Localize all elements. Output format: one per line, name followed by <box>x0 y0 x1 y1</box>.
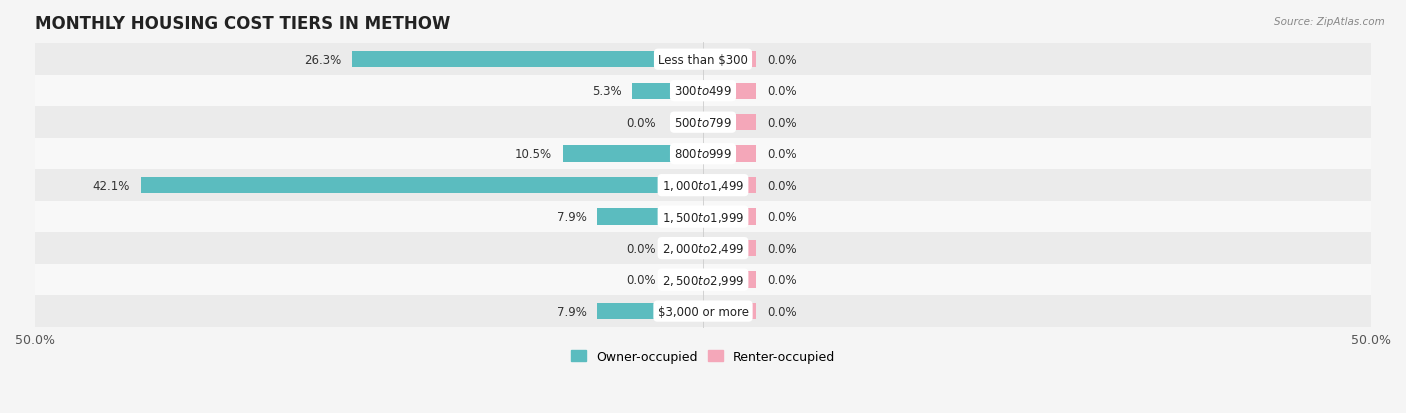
Bar <box>633 83 703 100</box>
Bar <box>35 107 1371 139</box>
Text: 0.0%: 0.0% <box>768 116 797 129</box>
Text: $2,500 to $2,999: $2,500 to $2,999 <box>662 273 744 287</box>
Bar <box>669 272 703 288</box>
Bar <box>35 76 1371 107</box>
Text: $1,500 to $1,999: $1,500 to $1,999 <box>662 210 744 224</box>
Text: 26.3%: 26.3% <box>304 54 340 66</box>
Bar <box>35 202 1371 233</box>
Text: 0.0%: 0.0% <box>768 273 797 286</box>
Text: 0.0%: 0.0% <box>768 54 797 66</box>
Text: 0.0%: 0.0% <box>627 242 657 255</box>
Text: 10.5%: 10.5% <box>515 148 553 161</box>
Text: 7.9%: 7.9% <box>557 305 586 318</box>
Bar <box>35 170 1371 202</box>
Bar <box>598 209 703 225</box>
Bar <box>703 146 756 162</box>
Text: $1,000 to $1,499: $1,000 to $1,499 <box>662 179 744 193</box>
Legend: Owner-occupied, Renter-occupied: Owner-occupied, Renter-occupied <box>567 345 839 368</box>
Bar <box>703 52 756 68</box>
Text: MONTHLY HOUSING COST TIERS IN METHOW: MONTHLY HOUSING COST TIERS IN METHOW <box>35 15 450 33</box>
Text: 0.0%: 0.0% <box>768 242 797 255</box>
Text: $3,000 or more: $3,000 or more <box>658 305 748 318</box>
Bar <box>35 233 1371 264</box>
Bar <box>703 209 756 225</box>
Text: $500 to $799: $500 to $799 <box>673 116 733 129</box>
Bar <box>703 178 756 194</box>
Text: 42.1%: 42.1% <box>93 179 129 192</box>
Bar <box>35 296 1371 327</box>
Text: 0.0%: 0.0% <box>768 179 797 192</box>
Text: 5.3%: 5.3% <box>592 85 621 98</box>
Bar <box>141 178 703 194</box>
Text: 0.0%: 0.0% <box>768 211 797 223</box>
Bar <box>703 272 756 288</box>
Text: 0.0%: 0.0% <box>627 116 657 129</box>
Bar <box>669 240 703 257</box>
Bar <box>562 146 703 162</box>
Bar <box>35 139 1371 170</box>
Text: $2,000 to $2,499: $2,000 to $2,499 <box>662 242 744 256</box>
Bar <box>703 83 756 100</box>
Text: 0.0%: 0.0% <box>768 85 797 98</box>
Text: Source: ZipAtlas.com: Source: ZipAtlas.com <box>1274 17 1385 26</box>
Bar <box>703 115 756 131</box>
Text: $300 to $499: $300 to $499 <box>673 85 733 98</box>
Text: 7.9%: 7.9% <box>557 211 586 223</box>
Text: 0.0%: 0.0% <box>627 273 657 286</box>
Bar <box>352 52 703 68</box>
Text: Less than $300: Less than $300 <box>658 54 748 66</box>
Bar <box>703 303 756 320</box>
Text: 0.0%: 0.0% <box>768 148 797 161</box>
Bar <box>598 303 703 320</box>
Bar <box>35 264 1371 296</box>
Bar <box>35 44 1371 76</box>
Text: 0.0%: 0.0% <box>768 305 797 318</box>
Bar <box>669 115 703 131</box>
Text: $800 to $999: $800 to $999 <box>673 148 733 161</box>
Bar <box>703 240 756 257</box>
